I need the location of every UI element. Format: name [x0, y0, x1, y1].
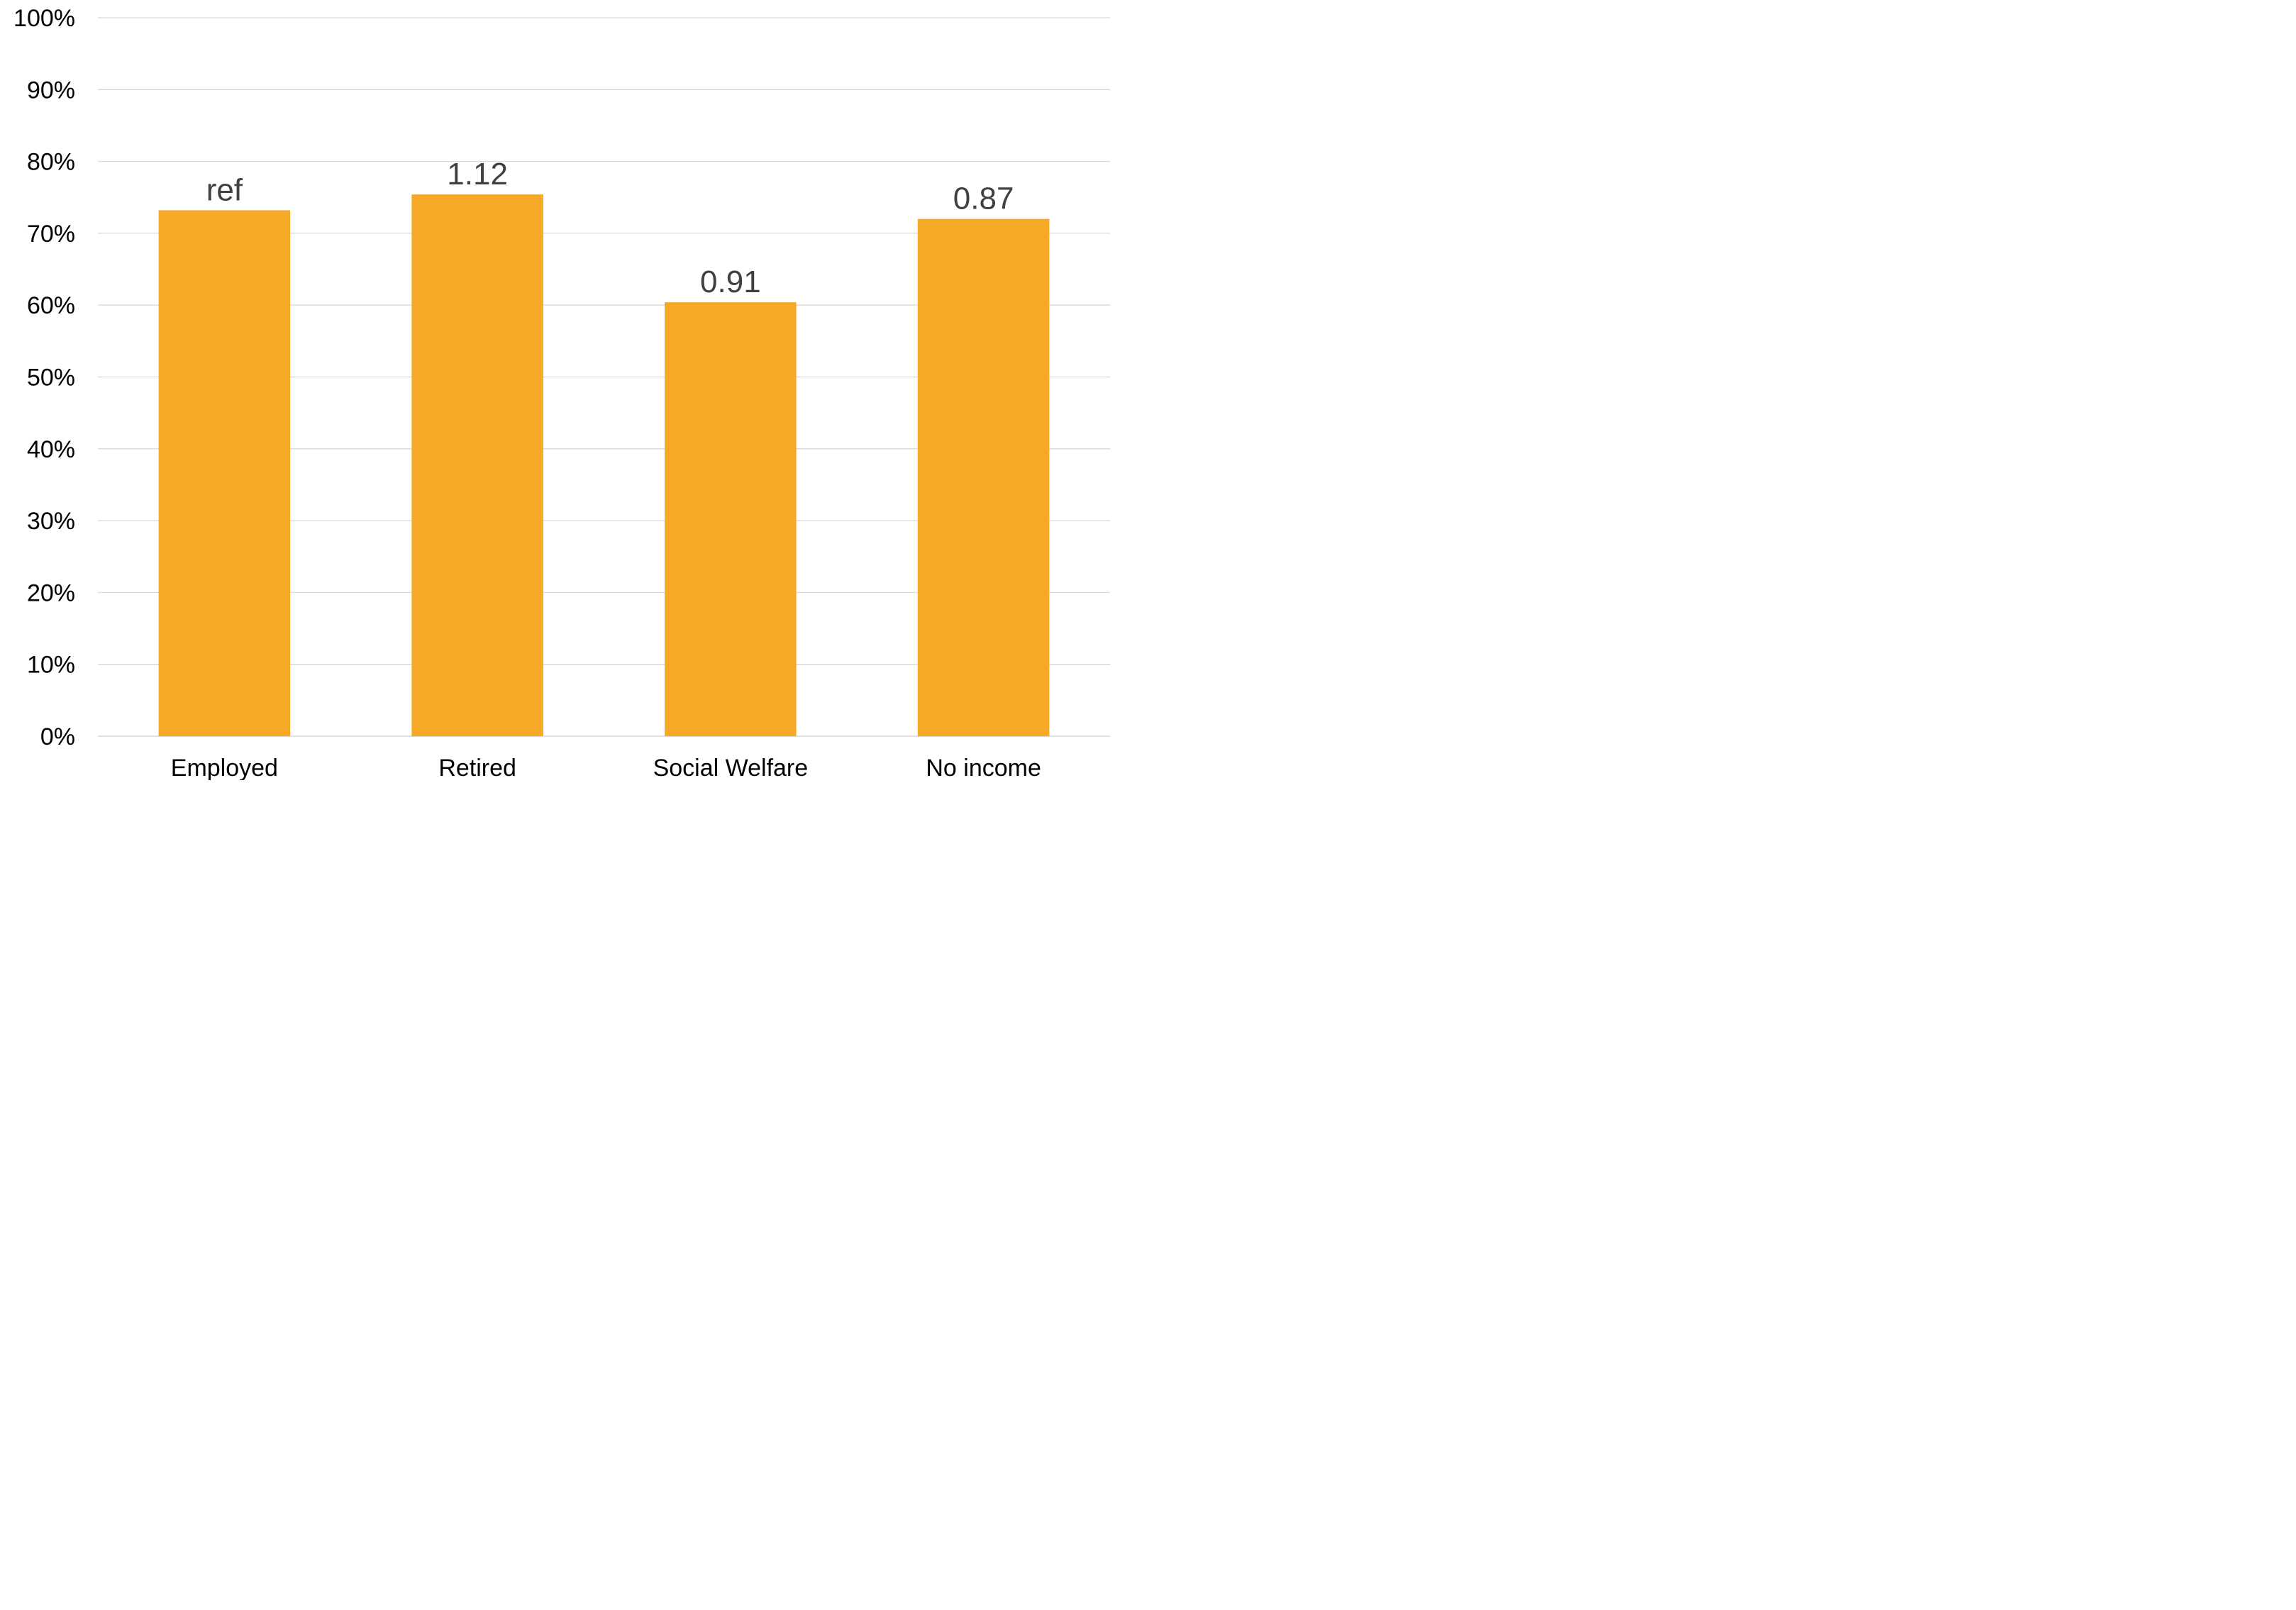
y-tick-label: 80%: [27, 149, 75, 176]
x-tick-label: Retired: [438, 755, 516, 780]
bar: [917, 218, 1050, 736]
data-label: 1.12: [447, 157, 508, 191]
data-label: 0.87: [953, 182, 1014, 216]
bars: [158, 194, 1050, 736]
x-tick-label: Employed: [171, 755, 278, 780]
bar: [158, 210, 291, 736]
y-tick-label: 90%: [27, 77, 75, 104]
y-tick-label: 20%: [27, 579, 75, 606]
data-labels: ref 1.12 0.91 0.87: [206, 157, 1014, 299]
data-label: 0.91: [700, 265, 761, 299]
y-tick-label: 30%: [27, 508, 75, 535]
y-tick-label: 50%: [27, 365, 75, 392]
bar-chart: 0% 10% 20% 30% 40% 50% 60% 70% 80% 90% 100% Employ…: [13, 5, 1110, 782]
x-tick-label: Social Welfare: [653, 755, 809, 780]
bar: [411, 194, 543, 736]
chart-container: 0% 10% 20% 30% 40% 50% 60% 70% 80% 90% 100% Employ…: [0, 0, 1110, 782]
y-tick-label: 100%: [13, 5, 75, 32]
y-tick-label: 60%: [27, 292, 75, 319]
y-tick-label: 40%: [27, 436, 75, 463]
x-tick-label: No income: [926, 755, 1041, 780]
y-tick-label: 70%: [27, 221, 75, 248]
y-axis-ticks: 0% 10% 20% 30% 40% 50% 60% 70% 80% 90% 100%: [13, 5, 75, 750]
bar: [665, 302, 797, 736]
x-axis-ticks: Employed Retired Social Welfare No income: [171, 755, 1041, 782]
y-tick-label: 10%: [27, 652, 75, 679]
data-label: ref: [206, 172, 243, 207]
y-tick-label: 0%: [40, 723, 75, 750]
